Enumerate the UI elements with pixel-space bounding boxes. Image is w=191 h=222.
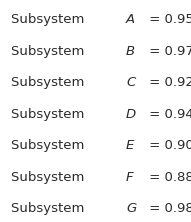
Text: = 0.90: = 0.90 <box>145 139 191 152</box>
Text: = 0.88: = 0.88 <box>145 171 191 184</box>
Text: Subsystem: Subsystem <box>11 76 89 89</box>
Text: B: B <box>126 45 135 58</box>
Text: Subsystem: Subsystem <box>11 139 89 152</box>
Text: C: C <box>126 76 135 89</box>
Text: = 0.97: = 0.97 <box>145 45 191 58</box>
Text: = 0.98: = 0.98 <box>145 202 191 215</box>
Text: Subsystem: Subsystem <box>11 202 89 215</box>
Text: Subsystem: Subsystem <box>11 108 89 121</box>
Text: = 0.94: = 0.94 <box>145 108 191 121</box>
Text: = 0.92: = 0.92 <box>145 76 191 89</box>
Text: = 0.95: = 0.95 <box>145 14 191 26</box>
Text: A: A <box>126 14 135 26</box>
Text: G: G <box>126 202 136 215</box>
Text: E: E <box>126 139 134 152</box>
Text: D: D <box>126 108 136 121</box>
Text: Subsystem: Subsystem <box>11 45 89 58</box>
Text: F: F <box>126 171 134 184</box>
Text: Subsystem: Subsystem <box>11 171 89 184</box>
Text: Subsystem: Subsystem <box>11 14 89 26</box>
